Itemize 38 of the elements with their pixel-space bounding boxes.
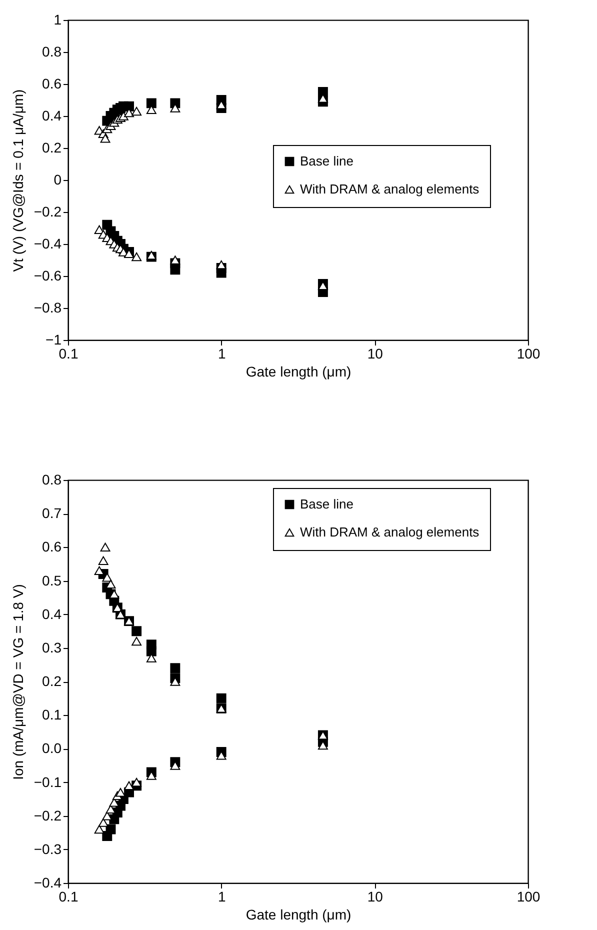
x-axis-title: Gate length (μm) [246,906,352,922]
y-tick-label: 0.8 [42,472,62,488]
y-tick-label: −0.1 [34,774,62,790]
y-tick-label: 0.8 [42,44,62,60]
x-tick-label: 10 [367,346,384,362]
y-tick-label: −0.6 [34,268,62,284]
legend-label: With DRAM & analog elements [300,524,480,540]
y-tick-label: 1 [54,12,62,28]
y-tick-label: 0.0 [42,740,62,756]
y-tick-label: −0.8 [34,300,62,316]
y-tick-label: 0.2 [42,140,62,156]
y-tick-label: 0.4 [42,108,62,124]
y-tick-label: 0 [54,172,62,188]
y-tick-label: 0.5 [42,572,62,588]
y-tick-label: 0.7 [42,505,62,522]
y-tick-label: 0.6 [42,538,62,555]
y-tick-label: −0.4 [34,874,62,890]
y-tick-label: −0.2 [34,204,62,220]
y-axis-title: Vt (V) (VG@Ids = 0.1 μA/μm) [10,89,26,272]
y-tick-label: −0.4 [34,236,62,252]
legend-label: With DRAM & analog elements [300,182,480,196]
legend-label: Base line [300,154,354,168]
y-tick-label: −0.3 [34,840,62,857]
y-tick-label: 0.6 [42,76,62,92]
y-tick-label: 0.3 [42,639,62,656]
y-tick-label: −0.2 [34,807,62,824]
x-tick-label: 1 [218,888,226,904]
x-tick-label: 100 [516,888,540,904]
x-tick-label: 100 [516,346,540,362]
y-tick-label: −1 [46,332,62,348]
y-axis-title: Ion (mA/μm@VD = VG = 1.8 V) [10,584,26,780]
x-axis-title: Gate length (μm) [246,364,352,380]
x-tick-label: 1 [218,346,226,362]
legend-label: Base line [300,496,354,512]
y-tick-label: 0.1 [42,706,62,723]
y-tick-label: 0.2 [42,673,62,689]
y-tick-label: 0.4 [42,606,62,622]
x-tick-label: 10 [367,888,384,904]
